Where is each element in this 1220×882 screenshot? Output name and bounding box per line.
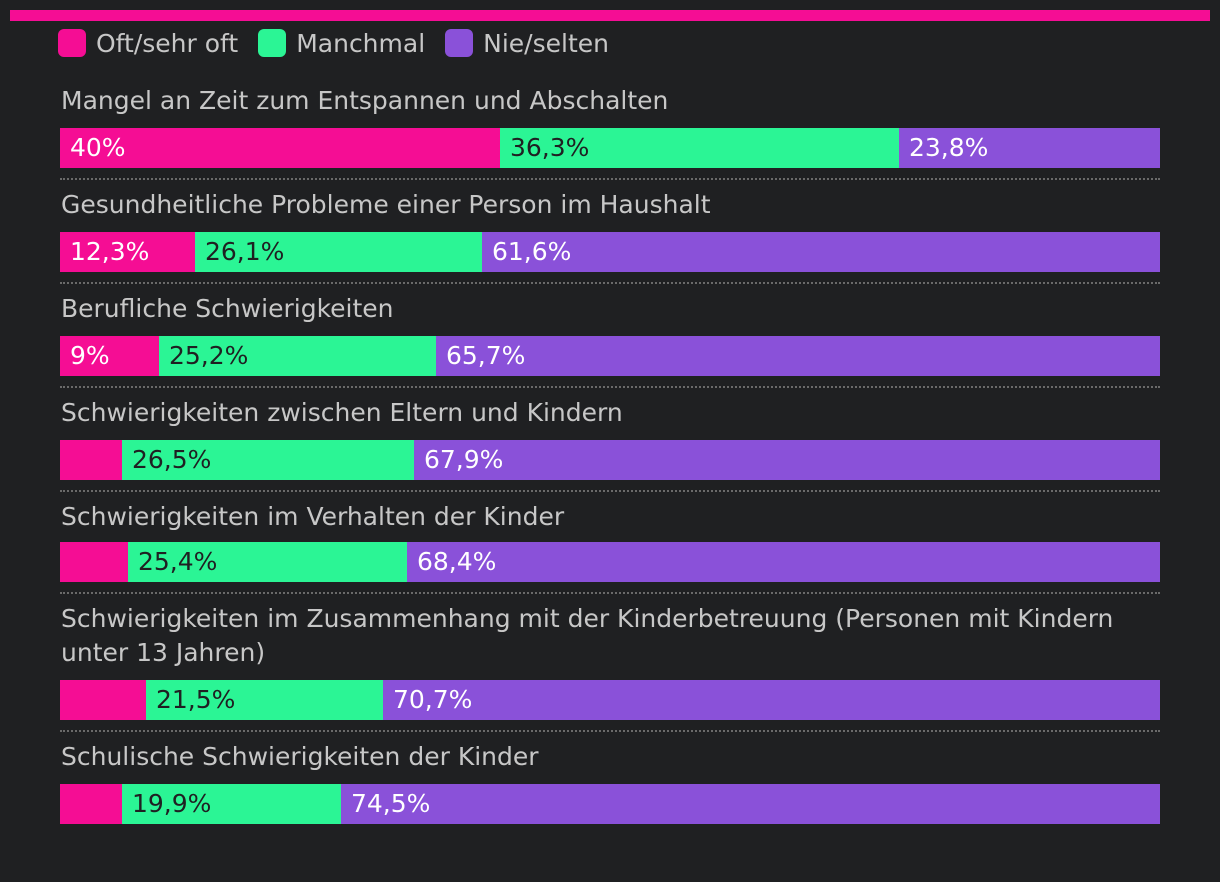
legend-item-nie: Nie/selten <box>445 29 609 58</box>
bar-segment-nie: 74,5% <box>341 784 1160 824</box>
row-title: Gesundheitliche Probleme einer Person im… <box>61 190 711 219</box>
bar-segment-oft <box>60 440 122 480</box>
bar-segment-manchmal: 19,9% <box>122 784 341 824</box>
bar-segment-nie: 67,9% <box>414 440 1160 480</box>
bar-segment-oft: 12,3% <box>60 232 195 272</box>
row-divider <box>60 490 1160 492</box>
stacked-bar: 26,5% 67,9% <box>60 440 1160 480</box>
row-title: Schwierigkeiten im Verhalten der Kinder <box>61 502 565 531</box>
legend-label-oft: Oft/sehr oft <box>96 28 239 58</box>
stacked-bar: 21,5% 70,7% <box>60 680 1160 720</box>
bar-segment-manchmal: 25,4% <box>128 542 407 582</box>
legend-item-oft: Oft/sehr oft <box>58 29 238 58</box>
bar-segment-oft <box>60 680 146 720</box>
row-divider <box>60 282 1160 284</box>
legend-swatch-manchmal <box>258 29 287 57</box>
top-accent-bar <box>10 10 1210 21</box>
legend: Oft/sehr oft Manchmal Nie/selten <box>58 26 629 60</box>
bar-segment-manchmal: 26,5% <box>122 440 414 480</box>
bar-segment-oft: 9% <box>60 336 159 376</box>
legend-item-manchmal: Manchmal <box>258 29 425 58</box>
row-divider <box>60 730 1160 732</box>
stacked-bar: 12,3% 26,1% 61,6% <box>60 232 1160 272</box>
bar-segment-nie: 70,7% <box>383 680 1160 720</box>
bar-segment-manchmal: 25,2% <box>159 336 436 376</box>
legend-label-nie: Nie/selten <box>483 28 609 58</box>
stacked-bar: 40% 36,3% 23,8% <box>60 128 1160 168</box>
row-divider <box>60 178 1160 180</box>
legend-label-manchmal: Manchmal <box>296 28 426 58</box>
bar-segment-nie: 68,4% <box>407 542 1160 582</box>
bar-segment-nie: 61,6% <box>482 232 1160 272</box>
bar-segment-manchmal: 26,1% <box>195 232 482 272</box>
bar-segment-nie: 65,7% <box>436 336 1160 376</box>
legend-swatch-oft <box>58 29 86 57</box>
bar-segment-oft <box>60 542 128 582</box>
stacked-bar: 25,4% 68,4% <box>60 542 1160 582</box>
row-title: Berufliche Schwierigkeiten <box>61 294 394 323</box>
bar-segment-oft <box>60 784 122 824</box>
row-divider <box>60 592 1160 594</box>
stacked-bar: 19,9% 74,5% <box>60 784 1160 824</box>
bar-segment-manchmal: 36,3% <box>500 128 899 168</box>
row-title: Schulische Schwierigkeiten der Kinder <box>61 742 539 771</box>
row-title: Schwierigkeiten zwischen Eltern und Kind… <box>61 398 623 427</box>
row-title: Schwierigkeiten im Zusammenhang mit der … <box>61 604 1114 667</box>
bar-segment-nie: 23,8% <box>899 128 1160 168</box>
bar-segment-oft: 40% <box>60 128 500 168</box>
legend-swatch-nie <box>445 29 474 57</box>
row-title: Mangel an Zeit zum Entspannen und Abscha… <box>61 86 669 115</box>
stacked-bar: 9% 25,2% 65,7% <box>60 336 1160 376</box>
bar-segment-manchmal: 21,5% <box>146 680 383 720</box>
row-divider <box>60 386 1160 388</box>
